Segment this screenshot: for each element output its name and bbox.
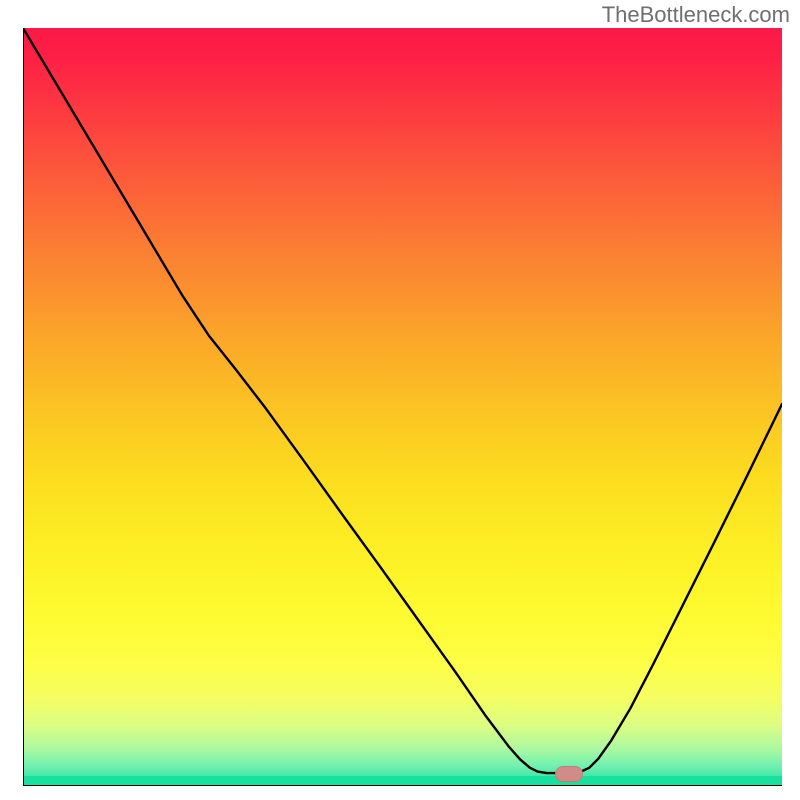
curve-overlay xyxy=(23,28,782,786)
chart-stage: TheBottleneck.com xyxy=(0,0,800,800)
watermark-text: TheBottleneck.com xyxy=(602,2,790,28)
plot-area xyxy=(23,28,782,786)
current-config-marker xyxy=(555,766,583,782)
